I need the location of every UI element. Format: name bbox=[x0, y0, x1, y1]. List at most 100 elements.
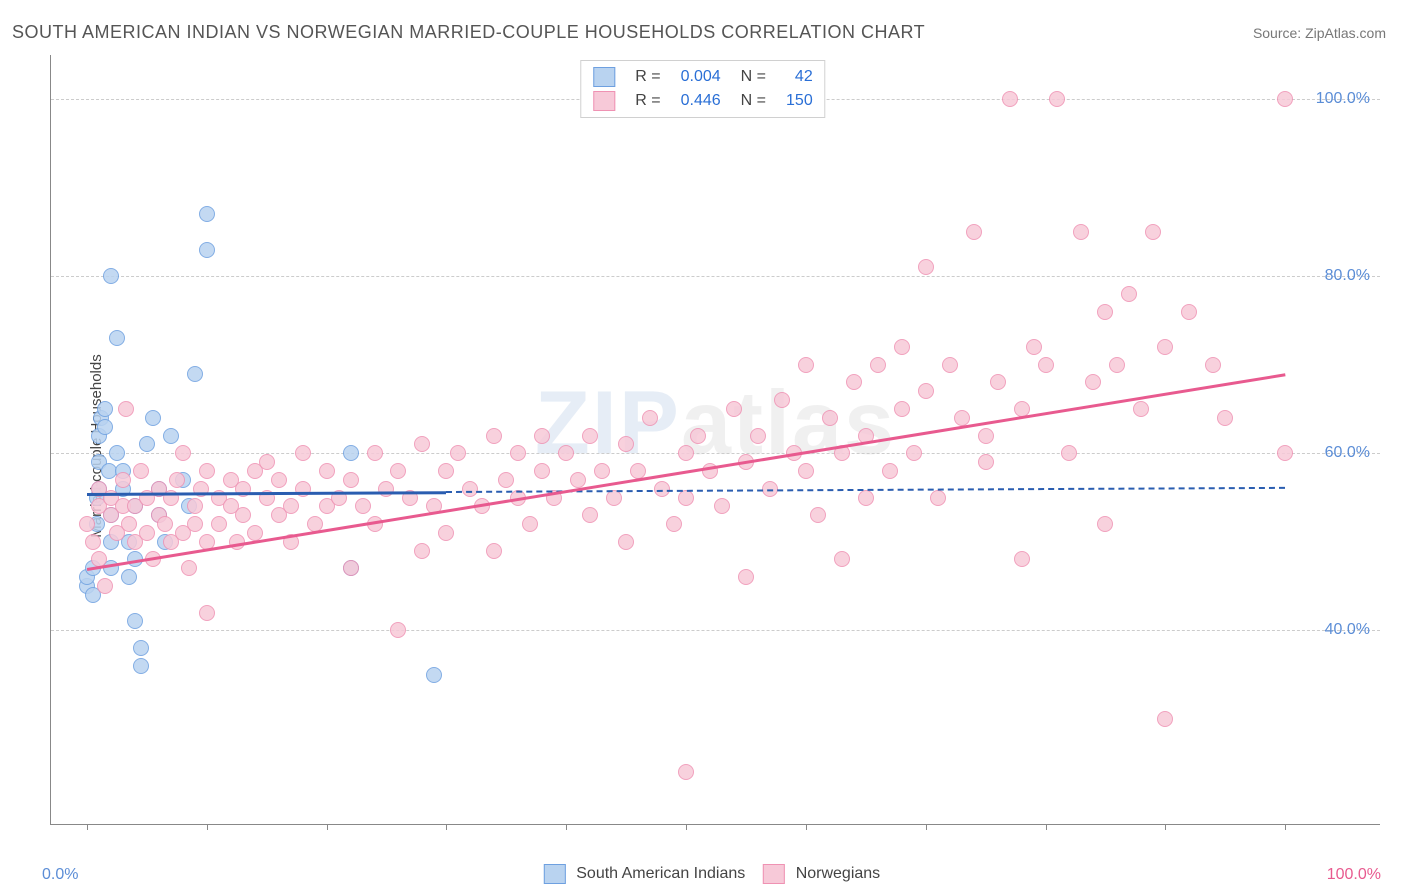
data-point-sai bbox=[343, 445, 359, 461]
data-point-nor bbox=[259, 454, 275, 470]
data-point-nor bbox=[654, 481, 670, 497]
data-point-nor bbox=[582, 507, 598, 523]
data-point-nor bbox=[462, 481, 478, 497]
x-tick-mark bbox=[1165, 824, 1166, 830]
data-point-nor bbox=[390, 463, 406, 479]
legend-r-value: 0.004 bbox=[671, 65, 731, 89]
source-label: Source: ZipAtlas.com bbox=[1253, 25, 1386, 41]
data-point-nor bbox=[181, 560, 197, 576]
data-point-nor bbox=[1157, 711, 1173, 727]
data-point-nor bbox=[486, 428, 502, 444]
data-point-nor bbox=[1073, 224, 1089, 240]
data-point-nor bbox=[115, 472, 131, 488]
legend-label-sai: South American Indians bbox=[572, 865, 745, 882]
data-point-sai bbox=[145, 410, 161, 426]
x-tick-mark bbox=[207, 824, 208, 830]
data-point-sai bbox=[109, 330, 125, 346]
data-point-nor bbox=[414, 543, 430, 559]
data-point-nor bbox=[1277, 91, 1293, 107]
data-point-nor bbox=[726, 401, 742, 417]
y-tick-label: 100.0% bbox=[1316, 90, 1370, 108]
data-point-nor bbox=[966, 224, 982, 240]
gridline bbox=[51, 276, 1380, 277]
data-point-nor bbox=[894, 401, 910, 417]
data-point-sai bbox=[187, 366, 203, 382]
data-point-nor bbox=[1205, 357, 1221, 373]
legend-row-nor: R =0.446N =150 bbox=[583, 89, 822, 113]
data-point-nor bbox=[894, 339, 910, 355]
data-point-sai bbox=[133, 640, 149, 656]
data-point-nor bbox=[118, 401, 134, 417]
gridline bbox=[51, 630, 1380, 631]
data-point-nor bbox=[175, 445, 191, 461]
data-point-nor bbox=[678, 764, 694, 780]
x-tick-mark bbox=[87, 824, 88, 830]
x-tick-mark bbox=[566, 824, 567, 830]
data-point-nor bbox=[1277, 445, 1293, 461]
data-point-nor bbox=[1133, 401, 1149, 417]
data-point-nor bbox=[990, 374, 1006, 390]
data-point-nor bbox=[1038, 357, 1054, 373]
plot-area: ZIPatlas 40.0%60.0%80.0%100.0% bbox=[50, 55, 1380, 825]
data-point-nor bbox=[1002, 91, 1018, 107]
data-point-nor bbox=[954, 410, 970, 426]
data-point-sai bbox=[426, 667, 442, 683]
data-point-nor bbox=[85, 534, 101, 550]
data-point-nor bbox=[79, 516, 95, 532]
x-tick-mark bbox=[327, 824, 328, 830]
x-tick-mark bbox=[806, 824, 807, 830]
data-point-sai bbox=[199, 206, 215, 222]
data-point-nor bbox=[978, 428, 994, 444]
data-point-nor bbox=[133, 463, 149, 479]
data-point-nor bbox=[343, 472, 359, 488]
x-tick-mark bbox=[686, 824, 687, 830]
data-point-sai bbox=[97, 401, 113, 417]
data-point-nor bbox=[390, 622, 406, 638]
x-axis-min-label: 0.0% bbox=[42, 866, 78, 884]
data-point-nor bbox=[157, 516, 173, 532]
data-point-nor bbox=[666, 516, 682, 532]
data-point-nor bbox=[1181, 304, 1197, 320]
data-point-sai bbox=[109, 445, 125, 461]
data-point-nor bbox=[1097, 516, 1113, 532]
data-point-nor bbox=[1121, 286, 1137, 302]
data-point-nor bbox=[570, 472, 586, 488]
data-point-nor bbox=[486, 543, 502, 559]
data-point-nor bbox=[438, 525, 454, 541]
data-point-sai bbox=[133, 658, 149, 674]
data-point-nor bbox=[97, 578, 113, 594]
data-point-nor bbox=[534, 428, 550, 444]
data-point-nor bbox=[798, 357, 814, 373]
data-point-nor bbox=[319, 463, 335, 479]
data-point-nor bbox=[582, 428, 598, 444]
data-point-nor bbox=[522, 516, 538, 532]
data-point-nor bbox=[906, 445, 922, 461]
data-point-sai bbox=[163, 428, 179, 444]
data-point-sai bbox=[121, 569, 137, 585]
data-point-nor bbox=[121, 516, 137, 532]
data-point-nor bbox=[378, 481, 394, 497]
legend-series: South American Indians Norwegians bbox=[526, 864, 880, 884]
data-point-nor bbox=[678, 445, 694, 461]
data-point-nor bbox=[810, 507, 826, 523]
data-point-nor bbox=[714, 498, 730, 514]
legend-swatch-sai bbox=[593, 67, 615, 87]
data-point-nor bbox=[247, 525, 263, 541]
data-point-nor bbox=[642, 410, 658, 426]
x-tick-mark bbox=[926, 824, 927, 830]
data-point-nor bbox=[199, 463, 215, 479]
data-point-nor bbox=[750, 428, 766, 444]
gridline bbox=[51, 453, 1380, 454]
data-point-nor bbox=[690, 428, 706, 444]
data-point-nor bbox=[774, 392, 790, 408]
data-point-sai bbox=[97, 419, 113, 435]
data-point-nor bbox=[930, 490, 946, 506]
legend-n-value: 42 bbox=[776, 65, 823, 89]
data-point-nor bbox=[414, 436, 430, 452]
data-point-nor bbox=[978, 454, 994, 470]
data-point-nor bbox=[1026, 339, 1042, 355]
data-point-nor bbox=[235, 507, 251, 523]
legend-swatch-nor bbox=[763, 864, 785, 884]
data-point-nor bbox=[870, 357, 886, 373]
data-point-nor bbox=[169, 472, 185, 488]
